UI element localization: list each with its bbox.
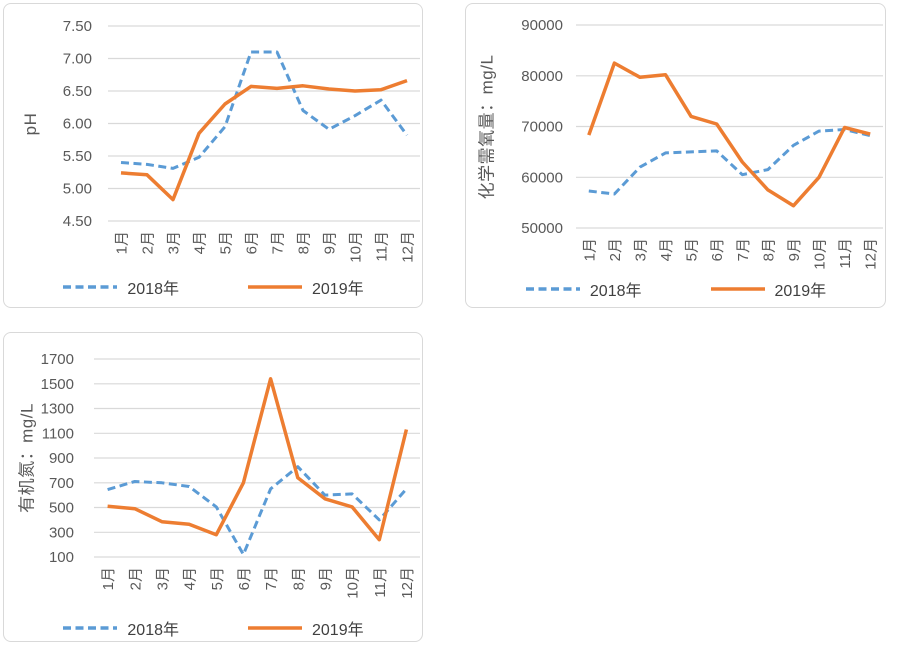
x-tick-label: 8月 xyxy=(290,567,307,590)
y-tick-label: 90000 xyxy=(521,17,563,34)
x-tick-label: 3月 xyxy=(154,567,171,590)
x-tick-label: 5月 xyxy=(218,231,235,254)
y-tick-label: 60000 xyxy=(521,169,563,186)
x-tick-label: 10月 xyxy=(812,238,829,270)
y-tick-label: 7.00 xyxy=(63,51,92,68)
x-tick-label: 1月 xyxy=(114,231,131,254)
x-tick-label: 11月 xyxy=(374,231,391,262)
y-tick-label: 1700 xyxy=(41,351,74,368)
x-tick-label: 11月 xyxy=(837,238,854,269)
dashed-line-swatch-icon xyxy=(63,626,118,630)
y-axis-title-cod: 化学需氧量：mg/L xyxy=(477,54,497,199)
legend-label-2018: 2018年 xyxy=(127,622,179,639)
legend-item-2019: 2019年 xyxy=(247,616,364,640)
x-tick-label: 4月 xyxy=(658,238,675,261)
x-tick-label: 2月 xyxy=(140,231,157,254)
x-tick-label: 3月 xyxy=(166,231,183,254)
y-tick-label: 80000 xyxy=(521,68,563,85)
x-tick-label: 11月 xyxy=(372,567,389,598)
x-tick-label: 12月 xyxy=(863,238,880,270)
x-tick-label: 6月 xyxy=(709,238,726,261)
legend-item-2018: 2018年 xyxy=(525,277,642,301)
cod-line-plot: 90000 80000 70000 60000 50000 1月 2月 3月 4月 5月 6月 7月 8… xyxy=(521,17,883,270)
y-tick-label: 100 xyxy=(49,549,74,566)
legend-item-2018: 2018年 xyxy=(62,275,179,299)
chart-panel-ph: 7.50 7.00 6.50 6.00 5.50 5.00 4.50 1月 2月 3月 4月 5月 6月… xyxy=(3,3,423,308)
x-tick-label: 4月 xyxy=(182,567,199,590)
x-tick-label: 3月 xyxy=(633,238,650,261)
legend-label-2018: 2018年 xyxy=(127,281,179,298)
series-line-2018年 xyxy=(120,50,409,170)
series-line-2018年 xyxy=(588,128,871,196)
x-tick-label: 10月 xyxy=(345,567,362,599)
legend-label-2019: 2019年 xyxy=(774,283,827,300)
y-tick-label: 900 xyxy=(49,450,74,467)
x-tick-label: 1月 xyxy=(581,238,598,261)
legend-item-2019: 2019年 xyxy=(247,275,364,299)
series-line-2019年 xyxy=(587,61,871,208)
legend-item-2018: 2018年 xyxy=(62,616,179,640)
chart-panel-organic-nitrogen: 1700 1500 1300 1100 900 700 500 300 100 1月 2月 3月 4月 5… xyxy=(3,332,423,642)
solid-line-swatch-icon xyxy=(248,285,302,289)
y-tick-label: 6.50 xyxy=(63,83,92,100)
y-tick-label: 7.50 xyxy=(63,18,92,35)
x-tick-label: 7月 xyxy=(270,231,287,254)
series-line-2019年 xyxy=(120,78,408,202)
x-tick-label: 9月 xyxy=(322,231,339,254)
solid-line-swatch-icon xyxy=(710,287,765,291)
x-tick-label: 4月 xyxy=(192,231,209,254)
ph-line-plot: 7.50 7.00 6.50 6.00 5.50 5.00 4.50 1月 2月 3月 4月 5月 6月… xyxy=(63,18,420,263)
y-tick-label: 5.00 xyxy=(63,181,92,198)
x-tick-label: 6月 xyxy=(236,567,253,590)
y-tick-label: 6.00 xyxy=(63,116,92,133)
legend-cod: 2018年 2019年 xyxy=(466,277,885,301)
x-tick-label: 7月 xyxy=(263,567,280,590)
y-tick-label: 1500 xyxy=(41,376,74,393)
legend-item-2019: 2019年 xyxy=(710,277,827,301)
y-tick-label: 4.50 xyxy=(63,213,92,230)
legend-label-2019: 2019年 xyxy=(312,281,364,298)
legend-ph: 2018年 2019年 xyxy=(4,275,422,299)
x-tick-label: 2月 xyxy=(127,567,144,590)
x-tick-label: 10月 xyxy=(348,231,365,263)
x-tick-label: 12月 xyxy=(400,231,417,263)
x-tick-label: 6月 xyxy=(244,231,261,254)
x-tick-label: 9月 xyxy=(786,238,803,261)
x-tick-label: 12月 xyxy=(399,567,416,599)
dashed-line-swatch-icon xyxy=(525,287,580,291)
x-tick-label: 1月 xyxy=(100,567,117,590)
y-axis-title-ph: pH xyxy=(21,112,40,135)
y-tick-label: 500 xyxy=(49,500,74,517)
x-tick-label: 8月 xyxy=(296,231,313,254)
x-tick-label: 9月 xyxy=(317,567,334,590)
y-tick-label: 300 xyxy=(49,524,74,541)
x-tick-label: 8月 xyxy=(760,238,777,261)
y-tick-label: 5.50 xyxy=(63,148,92,165)
solid-line-swatch-icon xyxy=(248,626,302,630)
organic-nitrogen-line-plot: 1700 1500 1300 1100 900 700 500 300 100 1月 2月 3月 4月 5… xyxy=(41,351,420,599)
y-tick-label: 1100 xyxy=(42,425,74,442)
series-line-2019年 xyxy=(107,377,409,542)
x-tick-label: 7月 xyxy=(735,238,752,261)
x-tick-label: 2月 xyxy=(607,238,624,261)
x-tick-label: 5月 xyxy=(684,238,701,261)
x-tick-label: 5月 xyxy=(209,567,226,590)
y-tick-label: 70000 xyxy=(521,119,563,136)
legend-label-2019: 2019年 xyxy=(312,622,364,639)
y-tick-label: 1300 xyxy=(41,401,74,418)
chart-panel-cod: 90000 80000 70000 60000 50000 1月 2月 3月 4月 5月 6月 7月 8… xyxy=(465,3,886,308)
legend-label-2018: 2018年 xyxy=(589,283,642,300)
y-tick-label: 700 xyxy=(49,475,74,492)
dashed-line-swatch-icon xyxy=(63,285,118,289)
series-line-2018年 xyxy=(107,465,408,556)
legend-organic-nitrogen: 2018年 2019年 xyxy=(4,616,422,640)
y-tick-label: 50000 xyxy=(521,220,563,237)
y-axis-title-organic-nitrogen: 有机氮：mg/L xyxy=(17,403,37,513)
